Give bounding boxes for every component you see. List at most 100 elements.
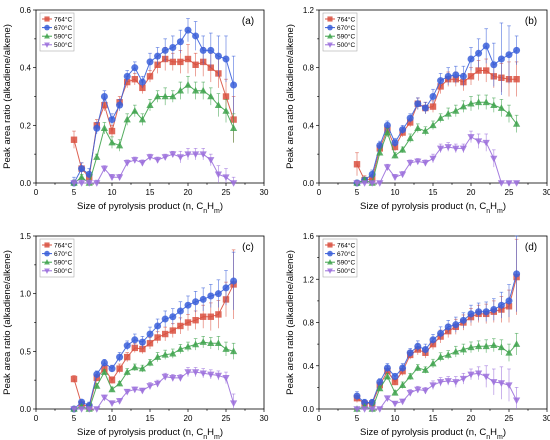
series-line <box>356 343 517 410</box>
data-point <box>70 406 78 413</box>
data-point <box>116 365 123 372</box>
x-tick-label: 30 <box>543 188 550 197</box>
data-point <box>131 76 138 83</box>
data-point <box>361 406 369 413</box>
data-point <box>123 342 131 350</box>
data-point <box>452 145 460 153</box>
x-tick-label: 0 <box>34 188 39 197</box>
data-point <box>497 55 505 63</box>
data-point <box>429 121 437 129</box>
x-axis-title-subscript: n <box>203 208 207 215</box>
data-point <box>146 383 154 390</box>
data-point <box>222 375 230 382</box>
data-point <box>452 347 460 355</box>
x-tick-label: 5 <box>355 414 360 423</box>
data-point <box>131 107 139 114</box>
data-point <box>176 154 184 161</box>
legend-marker <box>44 16 50 22</box>
x-tick-label: 15 <box>146 414 155 423</box>
data-point <box>207 292 215 300</box>
legend-label: 500°C <box>54 267 72 275</box>
data-point <box>100 359 108 367</box>
data-point <box>192 298 200 306</box>
legend-marker <box>44 268 50 274</box>
series-triangle-down <box>353 130 521 187</box>
data-point <box>207 371 215 379</box>
x-tick-label: 5 <box>72 414 77 423</box>
x-axis-title-part: ) <box>220 201 223 212</box>
data-point <box>100 93 108 100</box>
panel-c: 0 5 10 15 20 25 30 0.0 0.5 1.0 1.5 Size of pyrolysi… <box>2 232 269 440</box>
y-tick-label: 1.2 <box>303 6 315 15</box>
data-point <box>169 92 177 100</box>
legend-label: 590°C <box>337 259 355 267</box>
data-point <box>391 139 399 147</box>
data-point <box>391 373 399 381</box>
data-point <box>146 330 154 338</box>
x-tick-label: 5 <box>72 188 77 197</box>
series-triangle-up <box>353 94 521 186</box>
data-point <box>230 81 238 89</box>
series-triangle-up <box>70 75 238 186</box>
data-point <box>497 380 505 387</box>
data-point <box>85 406 93 413</box>
data-point <box>414 100 422 108</box>
x-axis-title-subscript: n <box>203 434 207 440</box>
data-point <box>131 386 139 394</box>
y-tick-label: 0.0 <box>303 179 315 188</box>
data-point <box>437 145 445 153</box>
legend-label: 764°C <box>337 15 355 23</box>
data-point <box>207 157 215 164</box>
panel-label: (d) <box>525 242 537 253</box>
data-point <box>490 341 498 349</box>
data-point <box>116 141 124 149</box>
data-point <box>184 26 192 34</box>
series-line <box>73 284 235 408</box>
data-point <box>199 295 207 303</box>
data-point <box>399 146 407 153</box>
data-point <box>406 389 414 397</box>
data-point <box>207 92 215 100</box>
data-point <box>444 144 452 151</box>
data-point <box>100 124 108 132</box>
data-point <box>376 406 384 413</box>
x-axis-title-part: H <box>490 427 497 438</box>
legend-marker <box>327 16 333 22</box>
data-point <box>421 104 429 112</box>
data-point <box>169 43 177 51</box>
data-point <box>406 134 414 142</box>
data-point <box>214 372 222 380</box>
data-point <box>70 136 78 143</box>
data-point <box>177 322 184 330</box>
data-point <box>505 180 513 187</box>
data-point <box>100 165 108 173</box>
data-point <box>383 372 391 380</box>
x-axis-title-part: H <box>207 427 214 438</box>
series-line <box>357 136 517 184</box>
data-point <box>406 349 414 357</box>
data-point <box>78 173 86 181</box>
data-point <box>482 42 490 50</box>
data-point <box>459 102 467 110</box>
data-point <box>138 364 146 372</box>
data-point <box>383 164 391 171</box>
x-tick-label: 20 <box>467 188 476 197</box>
series-line <box>356 45 517 184</box>
legend-label: 590°C <box>337 33 355 41</box>
x-axis-title-part: ) <box>220 427 223 438</box>
data-point <box>161 315 169 323</box>
data-point <box>230 277 238 285</box>
x-axis-title-part: Size of pyrolysis product (n, C <box>77 201 203 212</box>
x-axis-title-part: Size of pyrolysis product (n, C <box>360 427 486 438</box>
legend-label: 500°C <box>337 267 355 275</box>
data-point <box>459 375 467 383</box>
legend-marker <box>327 268 333 274</box>
data-point <box>215 311 222 318</box>
data-point <box>146 101 154 108</box>
x-tick-label: 30 <box>260 188 269 197</box>
data-point <box>497 343 505 351</box>
data-point <box>93 370 101 378</box>
series-circle <box>353 22 521 187</box>
data-point <box>162 330 169 338</box>
